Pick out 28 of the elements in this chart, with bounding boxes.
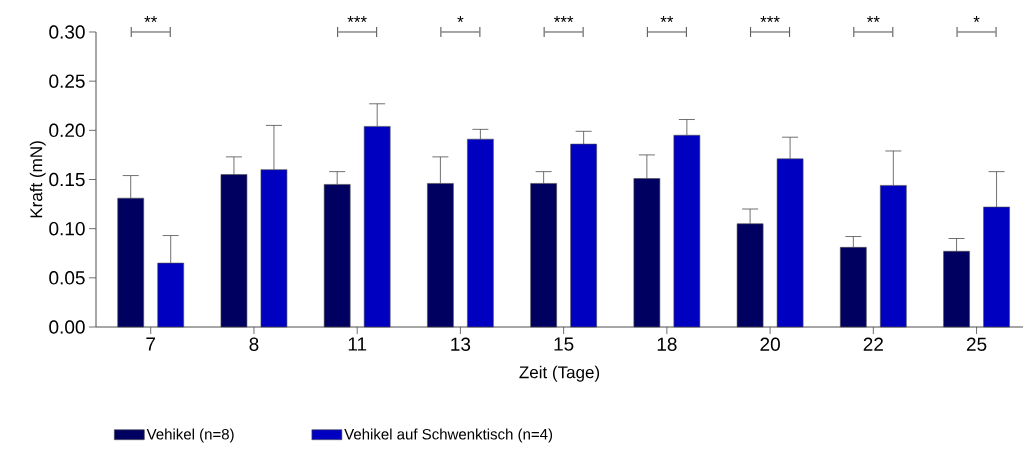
- legend-label: Vehikel auf Schwenktisch (n=4): [344, 428, 553, 443]
- text: **: [866, 16, 880, 23]
- y-tick-label: 0.15: [49, 172, 85, 187]
- y-axis-title: Kraft (mN): [29, 141, 46, 218]
- y-tick-label: 0.20: [49, 123, 85, 138]
- legend-label: Vehikel (n=8): [146, 428, 234, 443]
- text: ***: [760, 16, 780, 23]
- x-tick-label: 22: [863, 337, 883, 351]
- y-tick-label: 0.30: [49, 25, 85, 39]
- x-tick-label: 13: [451, 337, 471, 351]
- x-tick-label: 8: [249, 337, 259, 351]
- text: **: [144, 16, 158, 23]
- x-axis-title: Zeit (Tage): [519, 365, 600, 382]
- y-tick-label: 0.10: [49, 221, 85, 236]
- x-tick-label: 18: [657, 337, 677, 351]
- text: ***: [553, 16, 574, 23]
- text: ***: [347, 16, 367, 23]
- x-tick-label: 11: [348, 337, 367, 351]
- x-tick-label: 20: [760, 337, 780, 351]
- y-tick-label: 0.25: [49, 74, 85, 88]
- x-tick-label: 15: [554, 337, 574, 351]
- x-tick-label: 7: [146, 337, 156, 351]
- y-tick-label: 0.05: [49, 271, 85, 285]
- text: *: [457, 16, 464, 23]
- x-tick-label: 25: [966, 337, 987, 351]
- text: **: [660, 16, 674, 23]
- y-tick-label: 0.00: [49, 320, 85, 334]
- text: *: [973, 16, 980, 23]
